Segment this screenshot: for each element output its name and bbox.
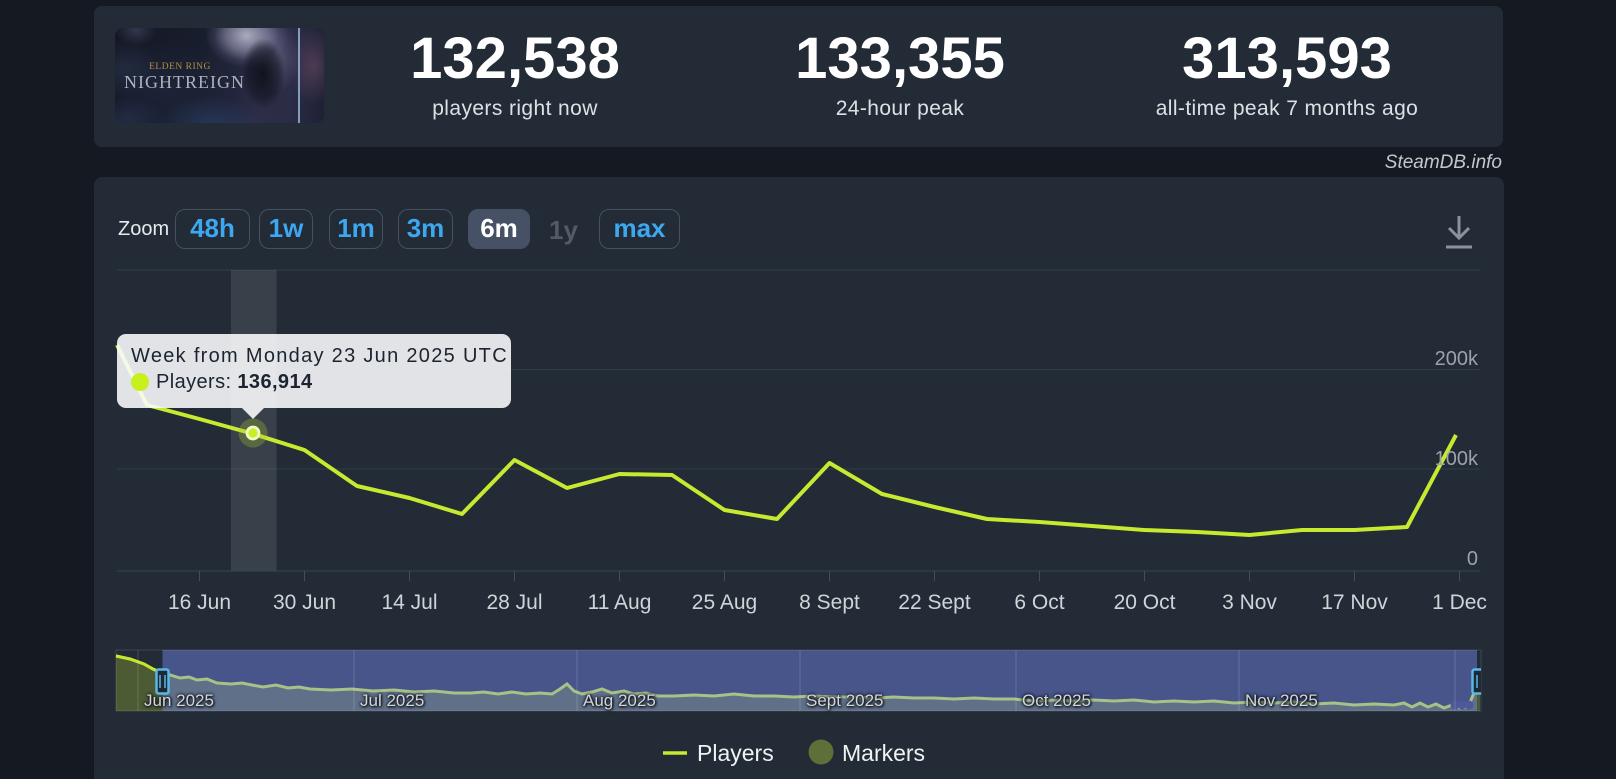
svg-text:6 Oct: 6 Oct bbox=[1014, 591, 1064, 614]
svg-text:Aug 2025: Aug 2025 bbox=[583, 691, 656, 710]
svg-text:8 Sept: 8 Sept bbox=[799, 591, 860, 614]
svg-text:25 Aug: 25 Aug bbox=[692, 591, 757, 614]
svg-text:22 Sept: 22 Sept bbox=[898, 591, 971, 614]
svg-text:28 Jul: 28 Jul bbox=[486, 591, 542, 614]
svg-text:14 Jul: 14 Jul bbox=[381, 591, 437, 614]
svg-text:Players: Players bbox=[697, 740, 774, 766]
svg-text:20 Oct: 20 Oct bbox=[1114, 591, 1176, 614]
svg-text:17 Nov: 17 Nov bbox=[1321, 591, 1388, 614]
svg-text:200k: 200k bbox=[1435, 348, 1479, 370]
svg-text:16 Jun: 16 Jun bbox=[168, 591, 231, 614]
svg-text:100k: 100k bbox=[1435, 448, 1479, 470]
svg-text:3 Nov: 3 Nov bbox=[1222, 591, 1277, 614]
svg-text:Nov 2025: Nov 2025 bbox=[1245, 691, 1318, 710]
svg-text:11 Aug: 11 Aug bbox=[588, 591, 652, 614]
svg-text:0: 0 bbox=[1467, 548, 1478, 570]
svg-text:1 Dec: 1 Dec bbox=[1432, 591, 1487, 614]
svg-text:Oct 2025: Oct 2025 bbox=[1022, 691, 1091, 710]
svg-text:Jul 2025: Jul 2025 bbox=[360, 691, 424, 710]
svg-text:Jun 2025: Jun 2025 bbox=[144, 691, 214, 710]
svg-text:Sept 2025: Sept 2025 bbox=[806, 691, 884, 710]
svg-text:30 Jun: 30 Jun bbox=[273, 591, 336, 614]
svg-text:Markers: Markers bbox=[842, 740, 925, 766]
